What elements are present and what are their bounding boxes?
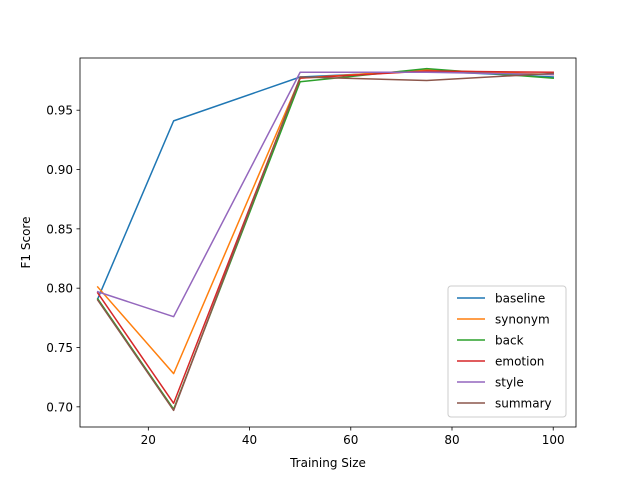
legend-label-baseline: baseline [495, 292, 545, 306]
y-axis-ticks: 0.70 0.75 0.80 0.85 0.90 0.95 [46, 104, 80, 414]
y-tick-label: 0.90 [46, 163, 73, 177]
x-tick-label: 100 [542, 433, 565, 447]
y-tick-label: 0.80 [46, 282, 73, 296]
x-tick-label: 60 [343, 433, 358, 447]
legend-label-emotion: emotion [495, 355, 544, 369]
legend-label-back: back [495, 334, 524, 348]
x-tick-label: 80 [444, 433, 459, 447]
series-line-style [96, 71, 554, 318]
y-tick-label: 0.85 [46, 222, 73, 236]
y-axis-label: F1 Score [19, 217, 33, 269]
legend-label-synonym: synonym [495, 313, 550, 327]
y-tick-label: 0.70 [46, 400, 73, 414]
x-tick-label: 40 [242, 433, 257, 447]
x-tick-label: 20 [141, 433, 156, 447]
y-tick-label: 0.75 [46, 341, 73, 355]
x-axis-ticks: 20 40 60 80 100 [141, 427, 565, 447]
series-layer [96, 67, 555, 412]
legend-label-summary: summary [495, 397, 552, 411]
x-axis-label: Training Size [289, 456, 366, 470]
y-tick-label: 0.95 [46, 104, 73, 118]
legend-label-style: style [495, 376, 524, 390]
plot-frame [79, 57, 577, 428]
series-line-summary [96, 72, 555, 412]
legend: baseline synonym back emotion style summary [447, 285, 567, 418]
